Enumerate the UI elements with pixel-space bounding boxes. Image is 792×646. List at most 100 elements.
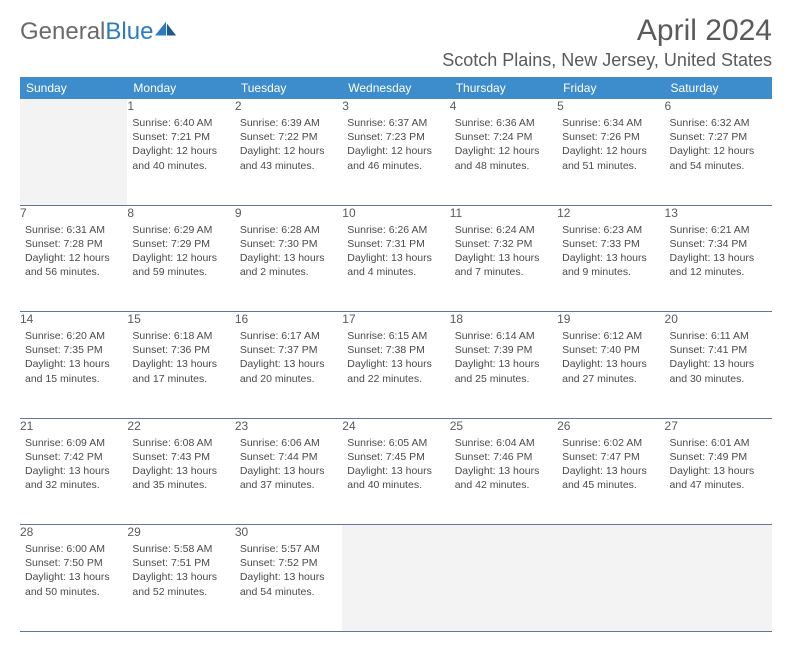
sunset-line: Sunset: 7:39 PM bbox=[455, 343, 552, 357]
day-cell: Sunrise: 6:32 AMSunset: 7:27 PMDaylight:… bbox=[665, 113, 772, 205]
day-details: Sunrise: 6:04 AMSunset: 7:46 PMDaylight:… bbox=[450, 433, 557, 497]
day-cell: Sunrise: 6:21 AMSunset: 7:34 PMDaylight:… bbox=[665, 220, 772, 312]
daylight-line: Daylight: 13 hours and 9 minutes. bbox=[562, 251, 659, 279]
calendar-body: 123456Sunrise: 6:40 AMSunset: 7:21 PMDay… bbox=[20, 99, 772, 631]
day-details: Sunrise: 6:36 AMSunset: 7:24 PMDaylight:… bbox=[450, 113, 557, 177]
sunrise-line: Sunrise: 6:40 AM bbox=[132, 116, 229, 130]
day-cell bbox=[557, 539, 664, 631]
weekday-header: Friday bbox=[557, 77, 664, 99]
daylight-line: Daylight: 13 hours and 32 minutes. bbox=[25, 464, 122, 492]
brand-part1: General bbox=[20, 18, 105, 46]
day-cell: Sunrise: 6:15 AMSunset: 7:38 PMDaylight:… bbox=[342, 326, 449, 418]
sunset-line: Sunset: 7:44 PM bbox=[240, 450, 337, 464]
day-cell: Sunrise: 6:31 AMSunset: 7:28 PMDaylight:… bbox=[20, 220, 127, 312]
day-details: Sunrise: 6:11 AMSunset: 7:41 PMDaylight:… bbox=[665, 326, 772, 390]
day-number-cell: 21 bbox=[20, 418, 127, 433]
day-cell: Sunrise: 6:02 AMSunset: 7:47 PMDaylight:… bbox=[557, 433, 664, 525]
weekday-header: Tuesday bbox=[235, 77, 342, 99]
daylight-line: Daylight: 13 hours and 2 minutes. bbox=[240, 251, 337, 279]
day-number-cell: 27 bbox=[665, 418, 772, 433]
sunrise-line: Sunrise: 6:34 AM bbox=[562, 116, 659, 130]
sunrise-line: Sunrise: 6:28 AM bbox=[240, 223, 337, 237]
sunrise-line: Sunrise: 6:01 AM bbox=[670, 436, 767, 450]
day-cell: Sunrise: 6:26 AMSunset: 7:31 PMDaylight:… bbox=[342, 220, 449, 312]
day-cell: Sunrise: 6:00 AMSunset: 7:50 PMDaylight:… bbox=[20, 539, 127, 631]
day-number-cell: 11 bbox=[450, 205, 557, 220]
daylight-line: Daylight: 13 hours and 22 minutes. bbox=[347, 357, 444, 385]
day-cell: Sunrise: 6:40 AMSunset: 7:21 PMDaylight:… bbox=[127, 113, 234, 205]
day-details: Sunrise: 6:18 AMSunset: 7:36 PMDaylight:… bbox=[127, 326, 234, 390]
brand-part2: Blue bbox=[105, 18, 153, 46]
daylight-line: Daylight: 12 hours and 59 minutes. bbox=[132, 251, 229, 279]
sunset-line: Sunset: 7:41 PM bbox=[670, 343, 767, 357]
day-number-cell: 20 bbox=[665, 312, 772, 327]
sunset-line: Sunset: 7:43 PM bbox=[132, 450, 229, 464]
calendar-page: GeneralBlue April 2024 Scotch Plains, Ne… bbox=[0, 0, 792, 646]
sunrise-line: Sunrise: 6:14 AM bbox=[455, 329, 552, 343]
daylight-line: Daylight: 13 hours and 15 minutes. bbox=[25, 357, 122, 385]
sunrise-line: Sunrise: 6:23 AM bbox=[562, 223, 659, 237]
day-details: Sunrise: 6:02 AMSunset: 7:47 PMDaylight:… bbox=[557, 433, 664, 497]
day-details: Sunrise: 6:00 AMSunset: 7:50 PMDaylight:… bbox=[20, 539, 127, 603]
day-cell: Sunrise: 6:34 AMSunset: 7:26 PMDaylight:… bbox=[557, 113, 664, 205]
daylight-line: Daylight: 13 hours and 20 minutes. bbox=[240, 357, 337, 385]
day-cell: Sunrise: 6:36 AMSunset: 7:24 PMDaylight:… bbox=[450, 113, 557, 205]
daylight-line: Daylight: 13 hours and 25 minutes. bbox=[455, 357, 552, 385]
sunrise-line: Sunrise: 6:17 AM bbox=[240, 329, 337, 343]
sunset-line: Sunset: 7:22 PM bbox=[240, 130, 337, 144]
day-details: Sunrise: 6:15 AMSunset: 7:38 PMDaylight:… bbox=[342, 326, 449, 390]
day-details: Sunrise: 6:12 AMSunset: 7:40 PMDaylight:… bbox=[557, 326, 664, 390]
daylight-line: Daylight: 13 hours and 35 minutes. bbox=[132, 464, 229, 492]
sunset-line: Sunset: 7:35 PM bbox=[25, 343, 122, 357]
day-number-cell: 2 bbox=[235, 99, 342, 113]
sunrise-line: Sunrise: 6:21 AM bbox=[670, 223, 767, 237]
day-number-cell: 16 bbox=[235, 312, 342, 327]
day-cell: Sunrise: 6:28 AMSunset: 7:30 PMDaylight:… bbox=[235, 220, 342, 312]
day-number-cell: 1 bbox=[127, 99, 234, 113]
sunset-line: Sunset: 7:45 PM bbox=[347, 450, 444, 464]
day-number-cell: 6 bbox=[665, 99, 772, 113]
sunrise-line: Sunrise: 5:58 AM bbox=[132, 542, 229, 556]
daylight-line: Daylight: 12 hours and 54 minutes. bbox=[670, 144, 767, 172]
sunrise-line: Sunrise: 6:06 AM bbox=[240, 436, 337, 450]
header: GeneralBlue April 2024 Scotch Plains, Ne… bbox=[20, 14, 772, 71]
sunset-line: Sunset: 7:47 PM bbox=[562, 450, 659, 464]
sunset-line: Sunset: 7:32 PM bbox=[455, 237, 552, 251]
sunset-line: Sunset: 7:24 PM bbox=[455, 130, 552, 144]
day-number-cell: 29 bbox=[127, 525, 234, 540]
month-title: April 2024 bbox=[442, 14, 772, 48]
sunrise-line: Sunrise: 5:57 AM bbox=[240, 542, 337, 556]
daylight-line: Daylight: 13 hours and 27 minutes. bbox=[562, 357, 659, 385]
day-details: Sunrise: 6:26 AMSunset: 7:31 PMDaylight:… bbox=[342, 220, 449, 284]
day-details: Sunrise: 6:29 AMSunset: 7:29 PMDaylight:… bbox=[127, 220, 234, 284]
sunset-line: Sunset: 7:49 PM bbox=[670, 450, 767, 464]
day-cell: Sunrise: 6:05 AMSunset: 7:45 PMDaylight:… bbox=[342, 433, 449, 525]
calendar-table: SundayMondayTuesdayWednesdayThursdayFrid… bbox=[20, 77, 772, 632]
day-number-cell: 12 bbox=[557, 205, 664, 220]
day-number-cell: 9 bbox=[235, 205, 342, 220]
day-number-cell: 24 bbox=[342, 418, 449, 433]
day-number-cell: 25 bbox=[450, 418, 557, 433]
day-number-cell bbox=[342, 525, 449, 540]
sunset-line: Sunset: 7:46 PM bbox=[455, 450, 552, 464]
day-cell bbox=[665, 539, 772, 631]
weekday-header: Thursday bbox=[450, 77, 557, 99]
sunset-line: Sunset: 7:38 PM bbox=[347, 343, 444, 357]
daylight-line: Daylight: 13 hours and 7 minutes. bbox=[455, 251, 552, 279]
day-cell bbox=[342, 539, 449, 631]
day-number-cell bbox=[557, 525, 664, 540]
day-number-cell: 15 bbox=[127, 312, 234, 327]
day-number-cell: 18 bbox=[450, 312, 557, 327]
day-cell: Sunrise: 5:57 AMSunset: 7:52 PMDaylight:… bbox=[235, 539, 342, 631]
daylight-line: Daylight: 13 hours and 37 minutes. bbox=[240, 464, 337, 492]
sunrise-line: Sunrise: 6:12 AM bbox=[562, 329, 659, 343]
sunset-line: Sunset: 7:23 PM bbox=[347, 130, 444, 144]
day-number-cell: 8 bbox=[127, 205, 234, 220]
sunset-line: Sunset: 7:28 PM bbox=[25, 237, 122, 251]
daylight-line: Daylight: 12 hours and 51 minutes. bbox=[562, 144, 659, 172]
sunrise-line: Sunrise: 6:32 AM bbox=[670, 116, 767, 130]
sunset-line: Sunset: 7:51 PM bbox=[132, 556, 229, 570]
daylight-line: Daylight: 12 hours and 56 minutes. bbox=[25, 251, 122, 279]
day-number-cell: 14 bbox=[20, 312, 127, 327]
weekday-header: Monday bbox=[127, 77, 234, 99]
